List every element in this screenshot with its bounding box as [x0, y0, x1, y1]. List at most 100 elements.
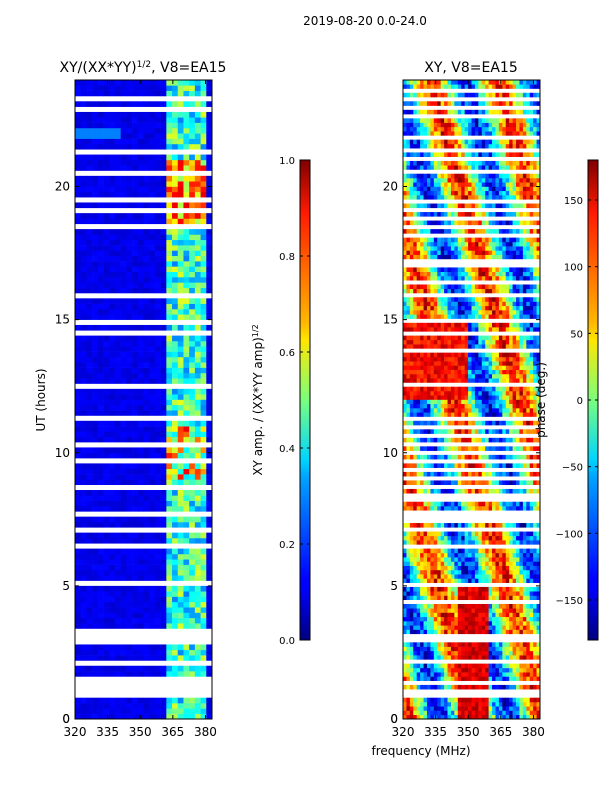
heatmap-cell — [200, 596, 207, 603]
heatmap-cell — [80, 479, 87, 486]
heatmap-cell — [97, 356, 104, 363]
heatmap-cell — [120, 559, 127, 565]
heatmap-cell — [132, 521, 139, 528]
heatmap-cell — [519, 531, 524, 537]
heatmap-cell — [183, 585, 190, 592]
heatmap-cell — [86, 655, 93, 661]
heatmap-cell — [444, 565, 448, 571]
heatmap-cell — [172, 548, 179, 555]
heatmap-cell — [137, 601, 144, 608]
heatmap-cell — [416, 616, 421, 622]
heatmap-cell — [75, 340, 82, 347]
heatmap-cell — [492, 463, 496, 468]
heatmap-cell — [206, 175, 213, 182]
heatmap-cell — [143, 708, 150, 714]
heatmap-cell — [437, 655, 441, 660]
heatmap-cell — [75, 218, 82, 225]
heatmap-cell — [495, 684, 500, 690]
heatmap-cell — [413, 629, 417, 635]
heatmap-cell — [416, 565, 421, 571]
heatmap-cell — [526, 540, 531, 545]
heatmap-cell — [160, 175, 167, 182]
heatmap-cell — [86, 324, 93, 331]
heatmap-cell — [114, 234, 121, 241]
heatmap-cell — [457, 335, 462, 341]
heatmap-cell — [166, 229, 173, 235]
heatmap-cell — [495, 369, 500, 375]
heatmap-cell — [461, 420, 465, 426]
heatmap-cell — [437, 352, 441, 358]
heatmap-cell — [464, 676, 469, 681]
heatmap-cell — [413, 710, 417, 716]
heatmap-cell — [502, 569, 507, 575]
heatmap-cell — [183, 703, 190, 709]
heatmap-cell — [495, 646, 500, 652]
heatmap-cell — [516, 344, 520, 349]
heatmap-cell — [177, 261, 184, 267]
heatmap-cell — [97, 127, 104, 134]
heatmap-cell — [461, 429, 465, 434]
heatmap-cell — [526, 446, 531, 451]
heatmap-cell — [474, 621, 479, 626]
heatmap-cell — [502, 561, 507, 566]
heatmap-cell — [406, 676, 411, 681]
heatmap-cell — [109, 340, 116, 347]
heatmap-cell — [488, 488, 493, 494]
heatmap-cell — [200, 447, 207, 454]
heatmap-cell — [509, 578, 513, 583]
heatmap-cell — [474, 386, 479, 392]
heatmap-cell — [492, 586, 496, 592]
heatmap-cell — [450, 480, 455, 485]
heatmap-cell — [177, 601, 184, 608]
heatmap-cell — [536, 655, 541, 660]
heatmap-cell — [509, 399, 513, 405]
heatmap-cell — [495, 561, 500, 566]
heatmap-cell — [457, 540, 462, 545]
heatmap-cell — [478, 603, 483, 609]
heatmap-cell — [423, 314, 428, 319]
heatmap-cell — [519, 365, 524, 370]
heatmap-cell — [450, 378, 455, 383]
heatmap-cell — [512, 420, 517, 426]
colorbar-tick-label: 0.8 — [279, 252, 295, 263]
heatmap-cell — [206, 420, 213, 427]
heatmap-cell — [481, 650, 486, 656]
heatmap-cell — [183, 181, 190, 187]
heatmap-cell — [488, 595, 493, 601]
heatmap-cell — [505, 429, 510, 434]
heatmap-cell — [114, 308, 121, 315]
heatmap-cell — [447, 621, 452, 626]
heatmap-cell — [426, 322, 431, 328]
heatmap-cell — [478, 408, 483, 413]
heatmap-cell — [492, 488, 496, 494]
heatmap-cell — [512, 676, 517, 681]
heatmap-cell — [420, 629, 424, 635]
heatmap-cell — [183, 362, 190, 368]
heatmap-cell — [137, 431, 144, 438]
heatmap-cell — [423, 327, 428, 332]
heatmap-cell — [143, 111, 150, 118]
heatmap-cell — [194, 234, 201, 241]
heatmap-cell — [103, 154, 110, 161]
heatmap-cell — [536, 586, 541, 592]
heatmap-cell — [406, 655, 411, 660]
heatmap-cell — [75, 85, 82, 91]
heatmap-cell — [160, 234, 167, 241]
heatmap-cell — [471, 429, 476, 434]
heatmap-cell — [149, 287, 156, 294]
heatmap-cell — [114, 537, 121, 544]
heatmap-cell — [92, 495, 99, 501]
heatmap-cell — [109, 367, 116, 374]
heatmap-cell — [430, 420, 435, 426]
heatmap-cell — [177, 506, 184, 512]
heatmap-cell — [516, 480, 520, 485]
heatmap-cell — [444, 714, 448, 720]
heatmap-cell — [92, 623, 99, 629]
heatmap-cell — [413, 310, 417, 315]
heatmap-cell — [166, 644, 173, 651]
heatmap-cell — [103, 564, 110, 571]
heatmap-cell — [132, 159, 139, 166]
heatmap-cell — [177, 340, 184, 347]
heatmap-cell — [536, 463, 541, 468]
heatmap-cell — [206, 308, 213, 315]
